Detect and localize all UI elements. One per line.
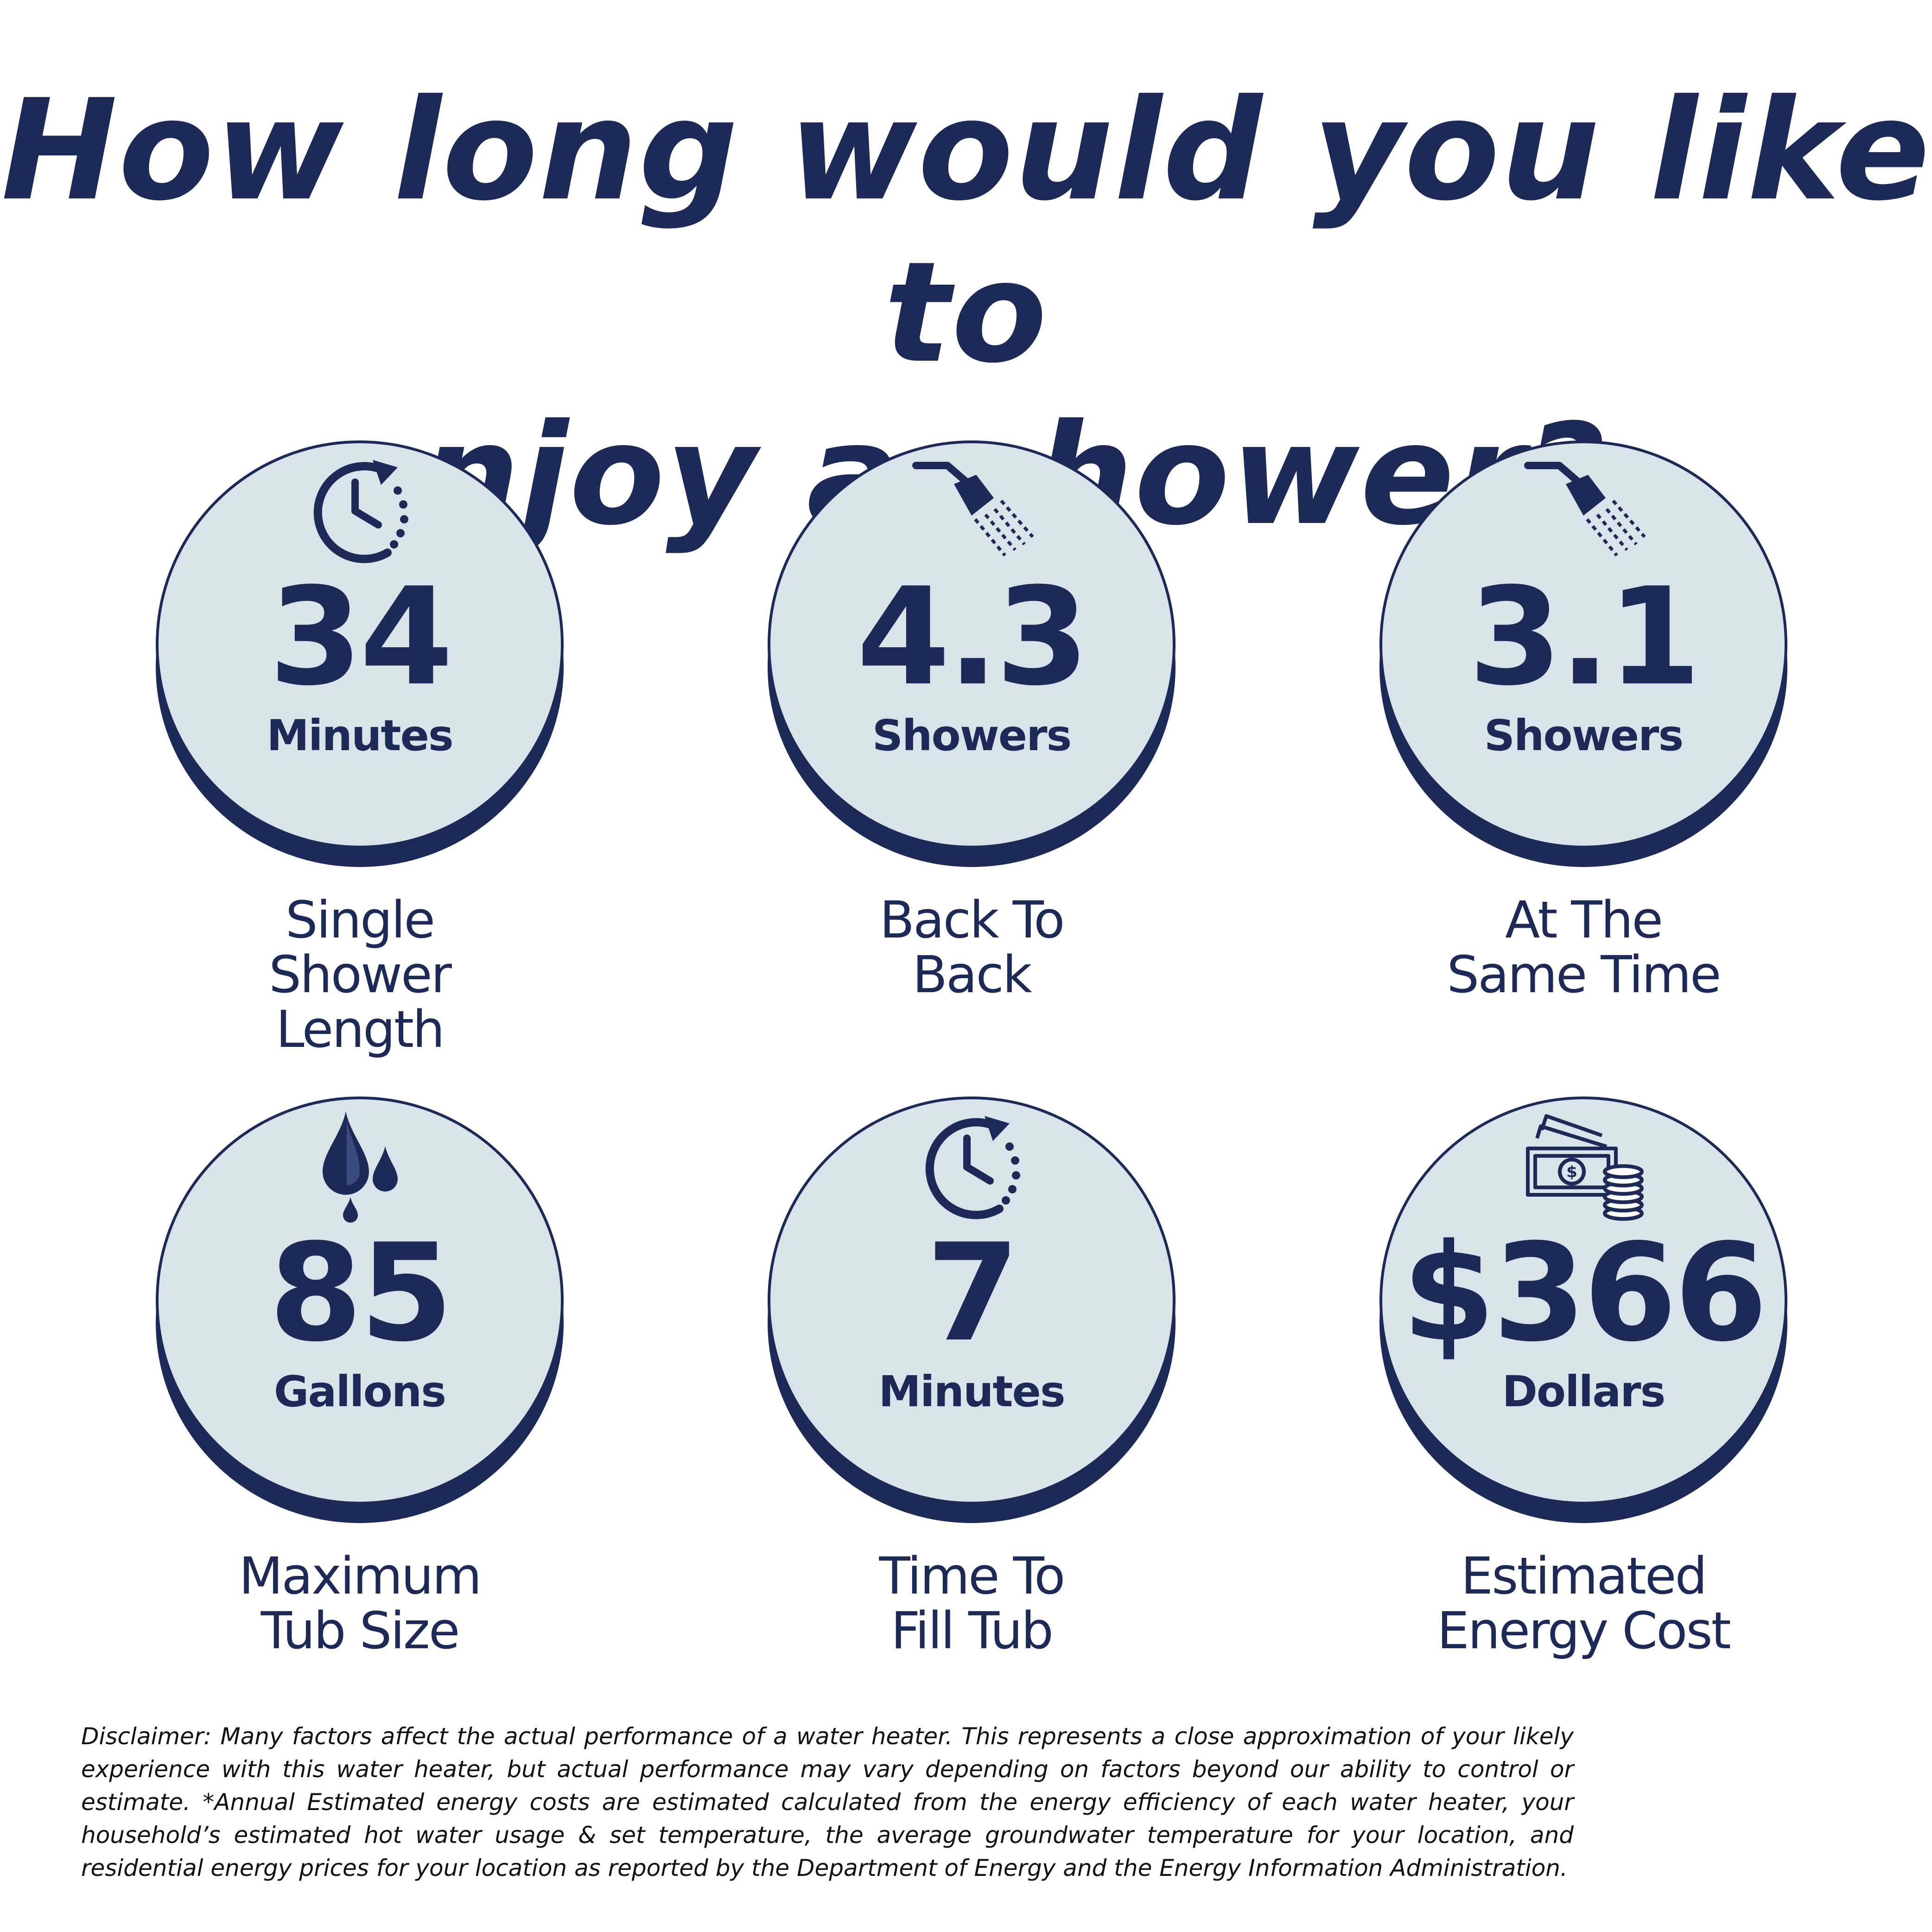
stat-caption-line: Time To [879, 1546, 1066, 1606]
stat-value: 4.3 [857, 559, 1089, 715]
stat-badge: 7 Minutes [768, 1097, 1176, 1523]
shower-head-icon [1514, 446, 1653, 567]
svg-text:$: $ [1566, 1163, 1577, 1181]
stat-badge: $ $366 Dollars [1379, 1097, 1787, 1523]
stat-unit: Gallons [273, 1367, 446, 1416]
stat-caption: Estimated Energy Cost [1379, 1549, 1787, 1658]
stat-value: $366 [1402, 1215, 1767, 1371]
stat-caption: At The Same Time [1379, 893, 1787, 1002]
stat-caption: Maximum Tub Size [156, 1549, 564, 1658]
clock-icon [290, 446, 429, 567]
stat-value: 34 [269, 559, 453, 715]
stat-caption-line: Back To [879, 890, 1065, 950]
stat-card-estimated-energy-cost: $ $366 Dollars Estimated Energy Cost [1379, 1097, 1787, 1658]
stat-caption: Back To Back [768, 893, 1176, 1002]
stat-caption-line: Tub Size [261, 1601, 460, 1660]
stat-badge: 34 Minutes [156, 440, 564, 867]
stat-caption-line: Maximum [239, 1546, 482, 1606]
stat-value: 3.1 [1468, 559, 1701, 715]
stat-caption: Time To Fill Tub [768, 1549, 1176, 1658]
money-icon: $ [1514, 1102, 1653, 1223]
stat-caption-line: Estimated [1461, 1546, 1708, 1606]
stat-unit: Dollars [1502, 1367, 1666, 1416]
shower-head-icon [902, 446, 1041, 567]
stat-caption-line: Shower [269, 945, 452, 1004]
stat-badge: 4.3 Showers [768, 440, 1176, 867]
stat-caption: Single Shower Length [156, 893, 564, 1057]
stat-value: 7 [926, 1215, 1020, 1371]
page-title-line-1: How long would you like to [1, 70, 1931, 394]
stat-card-single-shower-length: 34 Minutes Single Shower Length [156, 440, 564, 1057]
stat-card-time-to-fill-tub: 7 Minutes Time To Fill Tub [768, 1097, 1176, 1658]
water-drops-icon [290, 1102, 429, 1223]
disclaimer-text: Disclaimer: Many factors affect the actu… [81, 1723, 1574, 1881]
stat-caption-line: Fill Tub [891, 1601, 1054, 1660]
stat-unit: Minutes [878, 1367, 1065, 1416]
stat-caption-line: At The [1505, 890, 1663, 950]
stat-badge: 3.1 Showers [1379, 440, 1787, 867]
stat-caption-line: Single [285, 890, 435, 950]
stat-unit: Showers [872, 711, 1072, 760]
page-title: How long would you like to enjoy a showe… [0, 70, 1932, 556]
stat-unit: Minutes [267, 711, 453, 760]
stat-caption-line: Back [912, 945, 1032, 1004]
stat-value: 85 [269, 1215, 453, 1371]
stat-caption-line: Length [276, 1000, 445, 1059]
stat-card-back-to-back: 4.3 Showers Back To Back [768, 440, 1176, 1002]
stat-unit: Showers [1484, 711, 1684, 760]
stat-caption-line: Same Time [1447, 945, 1721, 1004]
stat-card-at-the-same-time: 3.1 Showers At The Same Time [1379, 440, 1787, 1002]
clock-icon [902, 1102, 1041, 1223]
stat-badge: 85 Gallons [156, 1097, 564, 1523]
stat-card-maximum-tub-size: 85 Gallons Maximum Tub Size [156, 1097, 564, 1658]
stat-caption-line: Energy Cost [1437, 1601, 1731, 1660]
